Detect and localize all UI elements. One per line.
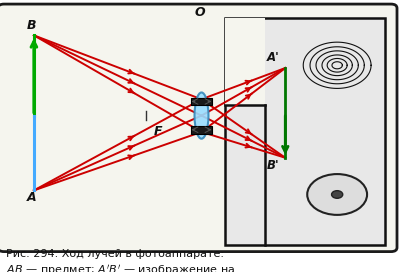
Text: F: F [154, 125, 162, 138]
Text: Рис. 294. Ход лучей в фотоаппарате:
$AB$ — предмет; $A'B'$ — изображение на
фото: Рис. 294. Ход лучей в фотоаппарате: $AB$… [6, 249, 235, 272]
Text: A': A' [267, 51, 279, 64]
Circle shape [307, 174, 367, 215]
Bar [225, 18, 265, 105]
Circle shape [332, 191, 343, 198]
Text: B': B' [267, 159, 279, 172]
Text: O: O [194, 6, 205, 19]
Bar [190, 98, 212, 105]
Text: A: A [27, 191, 37, 204]
Bar [225, 18, 385, 245]
Bar [190, 126, 212, 134]
Text: B: B [27, 18, 37, 32]
FancyBboxPatch shape [0, 4, 397, 252]
Ellipse shape [195, 92, 208, 139]
